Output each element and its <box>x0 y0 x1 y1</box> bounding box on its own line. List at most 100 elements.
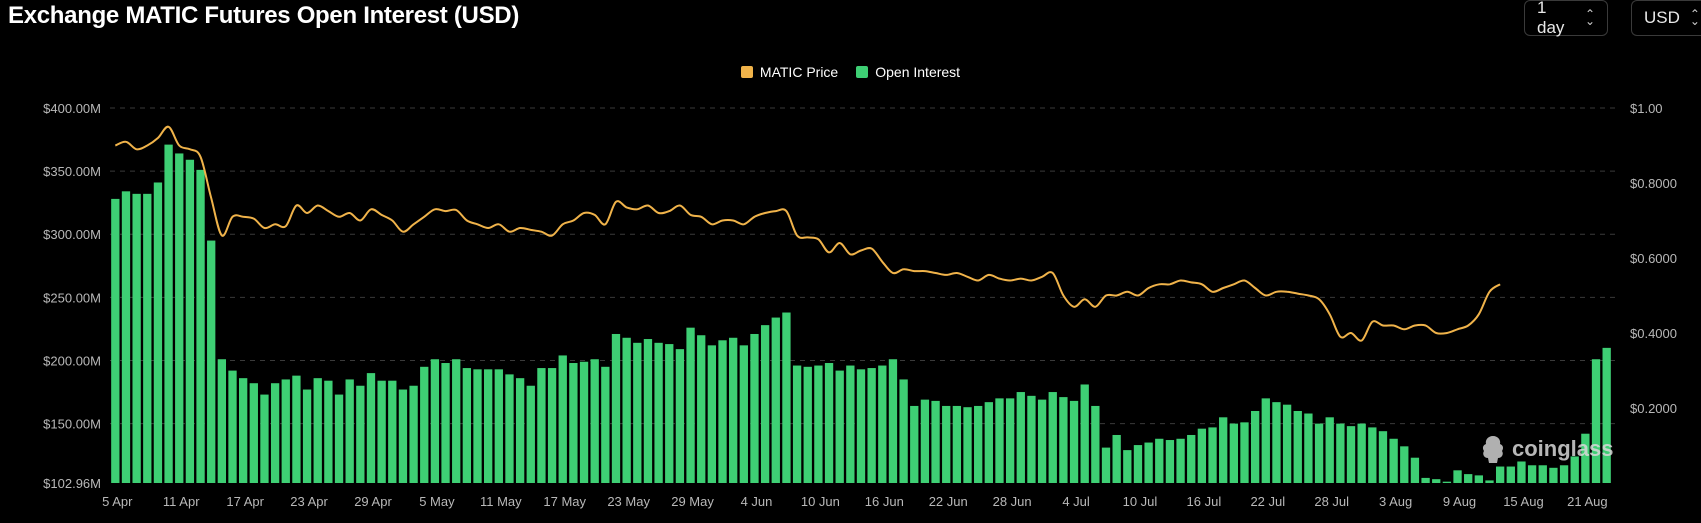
right-tick-label: $0.6000 <box>1630 251 1677 266</box>
open-interest-bar <box>920 399 930 483</box>
x-tick-label: 10 Jul <box>1123 494 1158 509</box>
left-axis: $400.00M $350.00M $300.00M $250.00M $200.00M… <box>43 101 101 491</box>
open-interest-bar <box>910 405 919 483</box>
x-tick-label: 16 Jul <box>1187 494 1222 509</box>
open-interest-bar <box>228 370 237 483</box>
interval-select[interactable]: 1 day ⌃ ⌄ <box>1524 0 1608 37</box>
open-interest-bar <box>1048 392 1057 483</box>
legend-item-open-interest[interactable]: Open Interest <box>856 64 960 80</box>
open-interest-bar <box>942 405 951 483</box>
x-tick-label: 22 Jun <box>929 494 968 509</box>
open-interest-bar <box>1410 457 1420 483</box>
open-interest-bar <box>313 378 322 483</box>
open-interest-bar <box>888 359 898 483</box>
legend-label-open-interest: Open Interest <box>875 64 961 80</box>
open-interest-bar <box>1176 438 1185 483</box>
open-interest-bar <box>867 368 876 483</box>
open-interest-bar <box>835 370 844 483</box>
open-interest-bar <box>569 363 578 483</box>
open-interest-bar <box>547 368 557 483</box>
left-tick-label: $250.00M <box>43 290 101 305</box>
open-interest-bar <box>153 182 163 483</box>
open-interest-bar <box>494 369 503 483</box>
left-tick-label: $400.00M <box>43 101 101 116</box>
right-axis: $1.00 $0.8000 $0.6000 $0.4000 $0.2000 <box>1630 101 1677 416</box>
open-interest-bar <box>249 383 258 483</box>
open-interest-bar <box>984 402 993 483</box>
open-interest-bar <box>718 340 727 483</box>
open-interest-bar <box>707 345 717 483</box>
open-interest-bar <box>643 339 653 483</box>
left-tick-label: $350.00M <box>43 164 101 179</box>
open-interest-bar <box>1059 397 1068 483</box>
left-tick-label: $150.00M <box>43 417 101 432</box>
open-interest-bar <box>654 342 663 483</box>
open-interest-bar <box>111 198 120 483</box>
open-interest-bar <box>579 361 589 483</box>
open-interest-bar <box>196 169 205 483</box>
open-interest-bar <box>803 366 812 483</box>
open-interest-bar <box>1602 347 1611 483</box>
open-interest-bar <box>1506 466 1515 483</box>
open-interest-bar <box>388 380 397 483</box>
open-interest-bar <box>1570 456 1579 483</box>
currency-select[interactable]: USD ⌃ ⌄ <box>1631 0 1701 36</box>
open-interest-bar <box>1559 465 1569 483</box>
open-interest-bar <box>1016 392 1025 483</box>
open-interest-bar <box>697 335 706 483</box>
open-interest-bar <box>164 144 173 483</box>
open-interest-bar <box>356 385 365 483</box>
open-interest-bar <box>601 366 610 483</box>
open-interest-bar <box>345 379 354 483</box>
open-interest-bar <box>1261 398 1270 483</box>
legend-label-price: MATIC Price <box>759 64 839 80</box>
open-interest-bar <box>377 380 386 483</box>
open-interest-bar <box>143 193 152 483</box>
open-interest-bar <box>782 312 791 483</box>
open-interest-bar <box>505 374 514 483</box>
x-tick-label: 9 Aug <box>1443 494 1476 509</box>
legend-item-price[interactable]: MATIC Price <box>740 64 839 80</box>
open-interest-bar <box>281 379 290 483</box>
open-interest-bar <box>1314 423 1324 483</box>
open-interest-bar <box>420 366 429 483</box>
open-interest-bar <box>1282 404 1292 483</box>
open-interest-bar <box>1336 423 1345 483</box>
x-tick-label: 15 Aug <box>1503 494 1544 509</box>
open-interest-bar <box>1133 445 1143 483</box>
open-interest-bar <box>121 191 131 483</box>
x-tick-label: 23 May <box>607 494 650 509</box>
page-title: Exchange MATIC Futures Open Interest (US… <box>8 2 520 29</box>
x-tick-label: 29 Apr <box>354 494 392 509</box>
right-tick-label: $0.4000 <box>1630 326 1677 341</box>
open-interest-bar <box>260 394 269 483</box>
x-tick-label: 29 May <box>671 494 714 509</box>
open-interest-bar <box>899 379 908 483</box>
open-interest-bar <box>760 325 770 483</box>
open-interest-bar <box>366 373 376 483</box>
open-interest-bar <box>1229 423 1238 483</box>
x-tick-label: 16 Jun <box>865 494 904 509</box>
x-tick-label: 4 Jul <box>1062 494 1090 509</box>
open-interest-bar <box>324 380 333 483</box>
open-interest-bar <box>207 240 216 483</box>
open-interest-bar <box>1165 440 1175 483</box>
open-interest-bar <box>1517 461 1526 483</box>
open-interest-bar <box>1346 426 1356 483</box>
matic-price-line <box>114 125 1501 342</box>
open-interest-bar <box>1187 434 1196 483</box>
x-tick-label: 11 May <box>480 494 522 509</box>
open-interest-bar <box>1080 384 1089 483</box>
open-interest-bar <box>1208 427 1217 483</box>
open-interest-bar <box>750 333 759 483</box>
open-interest-bar <box>452 359 461 483</box>
x-tick-label: 10 Jun <box>801 494 840 509</box>
x-tick-label: 11 Apr <box>163 494 200 509</box>
open-interest-bar <box>1400 446 1409 483</box>
open-interest-bar <box>739 345 748 483</box>
open-interest-bar <box>1123 450 1132 483</box>
open-interest-bar <box>856 369 866 483</box>
currency-select-value: USD <box>1644 8 1680 27</box>
open-interest-bar <box>1591 359 1601 483</box>
